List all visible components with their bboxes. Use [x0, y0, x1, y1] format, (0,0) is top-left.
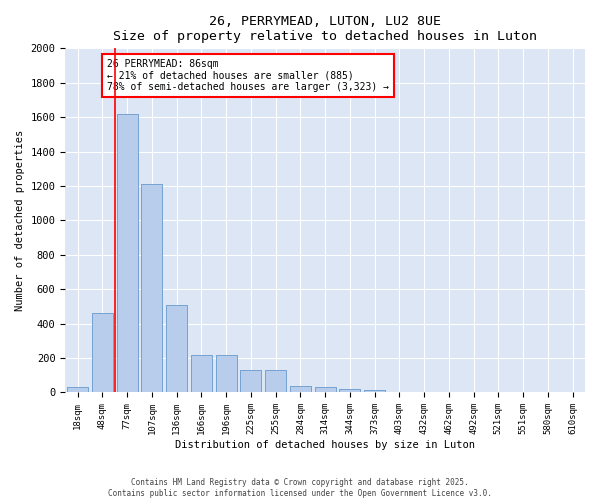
Title: 26, PERRYMEAD, LUTON, LU2 8UE
Size of property relative to detached houses in Lu: 26, PERRYMEAD, LUTON, LU2 8UE Size of pr…	[113, 15, 537, 43]
Bar	[290, 386, 311, 392]
X-axis label: Distribution of detached houses by size in Luton: Distribution of detached houses by size …	[175, 440, 475, 450]
Bar	[340, 389, 361, 392]
Bar	[191, 354, 212, 393]
Y-axis label: Number of detached properties: Number of detached properties	[15, 130, 25, 311]
Text: Contains HM Land Registry data © Crown copyright and database right 2025.
Contai: Contains HM Land Registry data © Crown c…	[108, 478, 492, 498]
Bar	[142, 184, 163, 392]
Text: 26 PERRYMEAD: 86sqm
← 21% of detached houses are smaller (885)
78% of semi-detac: 26 PERRYMEAD: 86sqm ← 21% of detached ho…	[107, 58, 389, 92]
Bar	[116, 114, 137, 392]
Bar	[241, 370, 262, 392]
Bar	[215, 354, 236, 393]
Bar	[364, 390, 385, 392]
Bar	[92, 314, 113, 392]
Bar	[166, 304, 187, 392]
Bar	[67, 388, 88, 392]
Bar	[314, 388, 335, 392]
Bar	[265, 370, 286, 392]
